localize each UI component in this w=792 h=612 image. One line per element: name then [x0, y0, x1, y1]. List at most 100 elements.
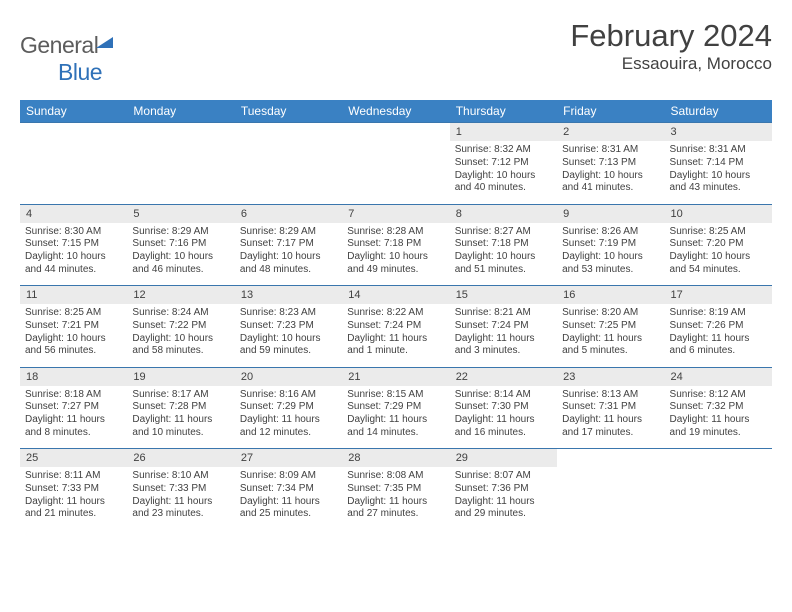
day-details: Sunrise: 8:24 AMSunset: 7:22 PMDaylight:… — [127, 304, 234, 364]
day-number: 5 — [127, 205, 234, 223]
daynum-cell: 4 — [20, 204, 127, 223]
daynum-cell: 6 — [235, 204, 342, 223]
day-details: Sunrise: 8:20 AMSunset: 7:25 PMDaylight:… — [557, 304, 664, 364]
sunrise-text: Sunrise: 8:14 AM — [455, 389, 552, 402]
day-number: 10 — [665, 205, 772, 223]
day-cell: Sunrise: 8:15 AMSunset: 7:29 PMDaylight:… — [342, 386, 449, 449]
sunset-text: Sunset: 7:29 PM — [240, 401, 337, 414]
day-cell — [342, 141, 449, 204]
day-details: Sunrise: 8:28 AMSunset: 7:18 PMDaylight:… — [342, 223, 449, 283]
daylight-line2: and 12 minutes. — [240, 427, 337, 440]
daylight-line1: Daylight: 11 hours — [347, 333, 444, 346]
day-details: Sunrise: 8:23 AMSunset: 7:23 PMDaylight:… — [235, 304, 342, 364]
sunset-text: Sunset: 7:26 PM — [670, 320, 767, 333]
day-cell — [235, 141, 342, 204]
day-cell: Sunrise: 8:26 AMSunset: 7:19 PMDaylight:… — [557, 223, 664, 286]
daylight-line1: Daylight: 10 hours — [455, 251, 552, 264]
week-row: Sunrise: 8:32 AMSunset: 7:12 PMDaylight:… — [20, 141, 772, 204]
day-details: Sunrise: 8:15 AMSunset: 7:29 PMDaylight:… — [342, 386, 449, 446]
daynum-cell: 7 — [342, 204, 449, 223]
day-cell: Sunrise: 8:12 AMSunset: 7:32 PMDaylight:… — [665, 386, 772, 449]
day-cell: Sunrise: 8:31 AMSunset: 7:14 PMDaylight:… — [665, 141, 772, 204]
day-cell — [665, 467, 772, 530]
sunset-text: Sunset: 7:17 PM — [240, 238, 337, 251]
daylight-line2: and 58 minutes. — [132, 345, 229, 358]
day-details: Sunrise: 8:18 AMSunset: 7:27 PMDaylight:… — [20, 386, 127, 446]
day-number: 21 — [342, 368, 449, 386]
calendar-body: 123Sunrise: 8:32 AMSunset: 7:12 PMDaylig… — [20, 123, 772, 531]
daylight-line2: and 53 minutes. — [562, 264, 659, 277]
daynum-cell: 9 — [557, 204, 664, 223]
sunrise-text: Sunrise: 8:20 AM — [562, 307, 659, 320]
day-cell: Sunrise: 8:24 AMSunset: 7:22 PMDaylight:… — [127, 304, 234, 367]
day-details: Sunrise: 8:31 AMSunset: 7:13 PMDaylight:… — [557, 141, 664, 201]
day-cell: Sunrise: 8:09 AMSunset: 7:34 PMDaylight:… — [235, 467, 342, 530]
daynum-cell: 5 — [127, 204, 234, 223]
day-details: Sunrise: 8:13 AMSunset: 7:31 PMDaylight:… — [557, 386, 664, 446]
dayhead-mon: Monday — [127, 100, 234, 123]
day-number: 22 — [450, 368, 557, 386]
header: General Blue February 2024 Essaouira, Mo… — [20, 18, 772, 86]
daylight-line1: Daylight: 11 hours — [562, 333, 659, 346]
daynum-cell — [557, 449, 664, 468]
brand-logo: General Blue — [20, 28, 114, 86]
day-number: 11 — [20, 286, 127, 304]
title-block: February 2024 Essaouira, Morocco — [570, 18, 772, 74]
sunset-text: Sunset: 7:20 PM — [670, 238, 767, 251]
sunset-text: Sunset: 7:12 PM — [455, 157, 552, 170]
brand-part1: General — [20, 32, 98, 58]
sunset-text: Sunset: 7:24 PM — [455, 320, 552, 333]
daynum-cell — [342, 123, 449, 142]
daynum-cell: 8 — [450, 204, 557, 223]
daylight-line2: and 8 minutes. — [25, 427, 122, 440]
day-cell: Sunrise: 8:29 AMSunset: 7:16 PMDaylight:… — [127, 223, 234, 286]
sunrise-text: Sunrise: 8:17 AM — [132, 389, 229, 402]
week-row: Sunrise: 8:25 AMSunset: 7:21 PMDaylight:… — [20, 304, 772, 367]
sunrise-text: Sunrise: 8:07 AM — [455, 470, 552, 483]
daylight-line1: Daylight: 11 hours — [347, 496, 444, 509]
day-cell — [20, 141, 127, 204]
day-number: 15 — [450, 286, 557, 304]
day-cell: Sunrise: 8:22 AMSunset: 7:24 PMDaylight:… — [342, 304, 449, 367]
daylight-line1: Daylight: 10 hours — [670, 170, 767, 183]
day-details: Sunrise: 8:25 AMSunset: 7:20 PMDaylight:… — [665, 223, 772, 283]
daylight-line2: and 6 minutes. — [670, 345, 767, 358]
day-cell: Sunrise: 8:21 AMSunset: 7:24 PMDaylight:… — [450, 304, 557, 367]
daynum-row: 2526272829 — [20, 449, 772, 468]
sunrise-text: Sunrise: 8:24 AM — [132, 307, 229, 320]
daylight-line2: and 41 minutes. — [562, 182, 659, 195]
day-number: 6 — [235, 205, 342, 223]
daynum-cell — [665, 449, 772, 468]
daylight-line2: and 23 minutes. — [132, 508, 229, 521]
daylight-line1: Daylight: 10 hours — [132, 333, 229, 346]
sunrise-text: Sunrise: 8:12 AM — [670, 389, 767, 402]
day-details: Sunrise: 8:22 AMSunset: 7:24 PMDaylight:… — [342, 304, 449, 364]
daynum-cell: 25 — [20, 449, 127, 468]
daynum-row: 123 — [20, 123, 772, 142]
sunrise-text: Sunrise: 8:29 AM — [240, 226, 337, 239]
daylight-line2: and 1 minute. — [347, 345, 444, 358]
daylight-line1: Daylight: 11 hours — [25, 414, 122, 427]
daynum-cell: 29 — [450, 449, 557, 468]
daylight-line2: and 21 minutes. — [25, 508, 122, 521]
day-cell: Sunrise: 8:29 AMSunset: 7:17 PMDaylight:… — [235, 223, 342, 286]
location-text: Essaouira, Morocco — [570, 54, 772, 74]
day-number: 2 — [557, 123, 664, 141]
day-number: 24 — [665, 368, 772, 386]
daynum-cell — [127, 123, 234, 142]
day-number: 29 — [450, 449, 557, 467]
daylight-line1: Daylight: 11 hours — [455, 496, 552, 509]
day-details: Sunrise: 8:11 AMSunset: 7:33 PMDaylight:… — [20, 467, 127, 527]
daylight-line1: Daylight: 11 hours — [562, 414, 659, 427]
day-details: Sunrise: 8:21 AMSunset: 7:24 PMDaylight:… — [450, 304, 557, 364]
day-details: Sunrise: 8:26 AMSunset: 7:19 PMDaylight:… — [557, 223, 664, 283]
sunrise-text: Sunrise: 8:27 AM — [455, 226, 552, 239]
day-number: 17 — [665, 286, 772, 304]
daylight-line1: Daylight: 11 hours — [455, 414, 552, 427]
day-number: 25 — [20, 449, 127, 467]
day-details: Sunrise: 8:16 AMSunset: 7:29 PMDaylight:… — [235, 386, 342, 446]
sunset-text: Sunset: 7:34 PM — [240, 483, 337, 496]
day-details: Sunrise: 8:10 AMSunset: 7:33 PMDaylight:… — [127, 467, 234, 527]
week-row: Sunrise: 8:11 AMSunset: 7:33 PMDaylight:… — [20, 467, 772, 530]
day-details: Sunrise: 8:08 AMSunset: 7:35 PMDaylight:… — [342, 467, 449, 527]
